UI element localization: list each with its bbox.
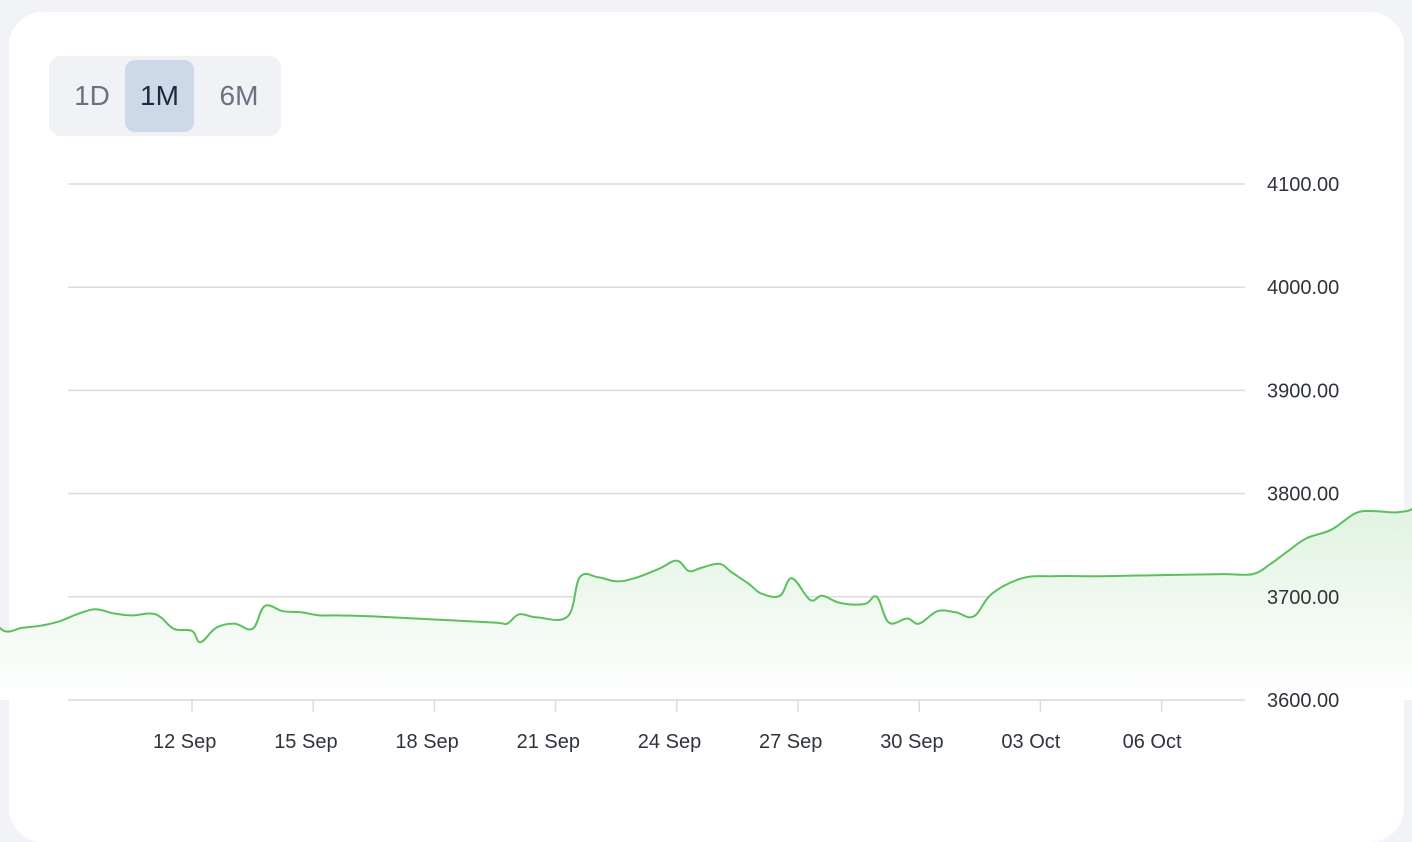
y-tick-label: 3700.00 [1267, 587, 1339, 609]
x-tick-label: 03 Oct [1001, 731, 1060, 753]
y-tick-label: 3800.00 [1267, 484, 1339, 506]
x-tick-label: 27 Sep [759, 731, 822, 753]
x-tick-label: 30 Sep [880, 731, 943, 753]
x-tick-label: 06 Oct [1123, 731, 1182, 753]
price-area-fill [0, 509, 1412, 700]
chart-card: 1D 1M 6M [9, 12, 1404, 842]
x-tick-label: 21 Sep [517, 731, 580, 753]
x-tick-label: 24 Sep [638, 731, 701, 753]
x-tick-label: 15 Sep [274, 731, 337, 753]
range-1d-button[interactable]: 1D [57, 60, 127, 132]
y-tick-label: 3600.00 [1267, 690, 1339, 712]
range-selector: 1D 1M 6M [49, 56, 281, 136]
range-1m-button[interactable]: 1M [125, 60, 194, 132]
x-tick-label: 12 Sep [153, 731, 216, 753]
y-tick-label: 4100.00 [1267, 174, 1339, 196]
x-tick-label: 18 Sep [395, 731, 458, 753]
price-series-line [0, 508, 1412, 644]
range-6m-button[interactable]: 6M [203, 60, 275, 132]
y-tick-label: 4000.00 [1267, 277, 1339, 299]
y-tick-label: 3900.00 [1267, 380, 1339, 402]
